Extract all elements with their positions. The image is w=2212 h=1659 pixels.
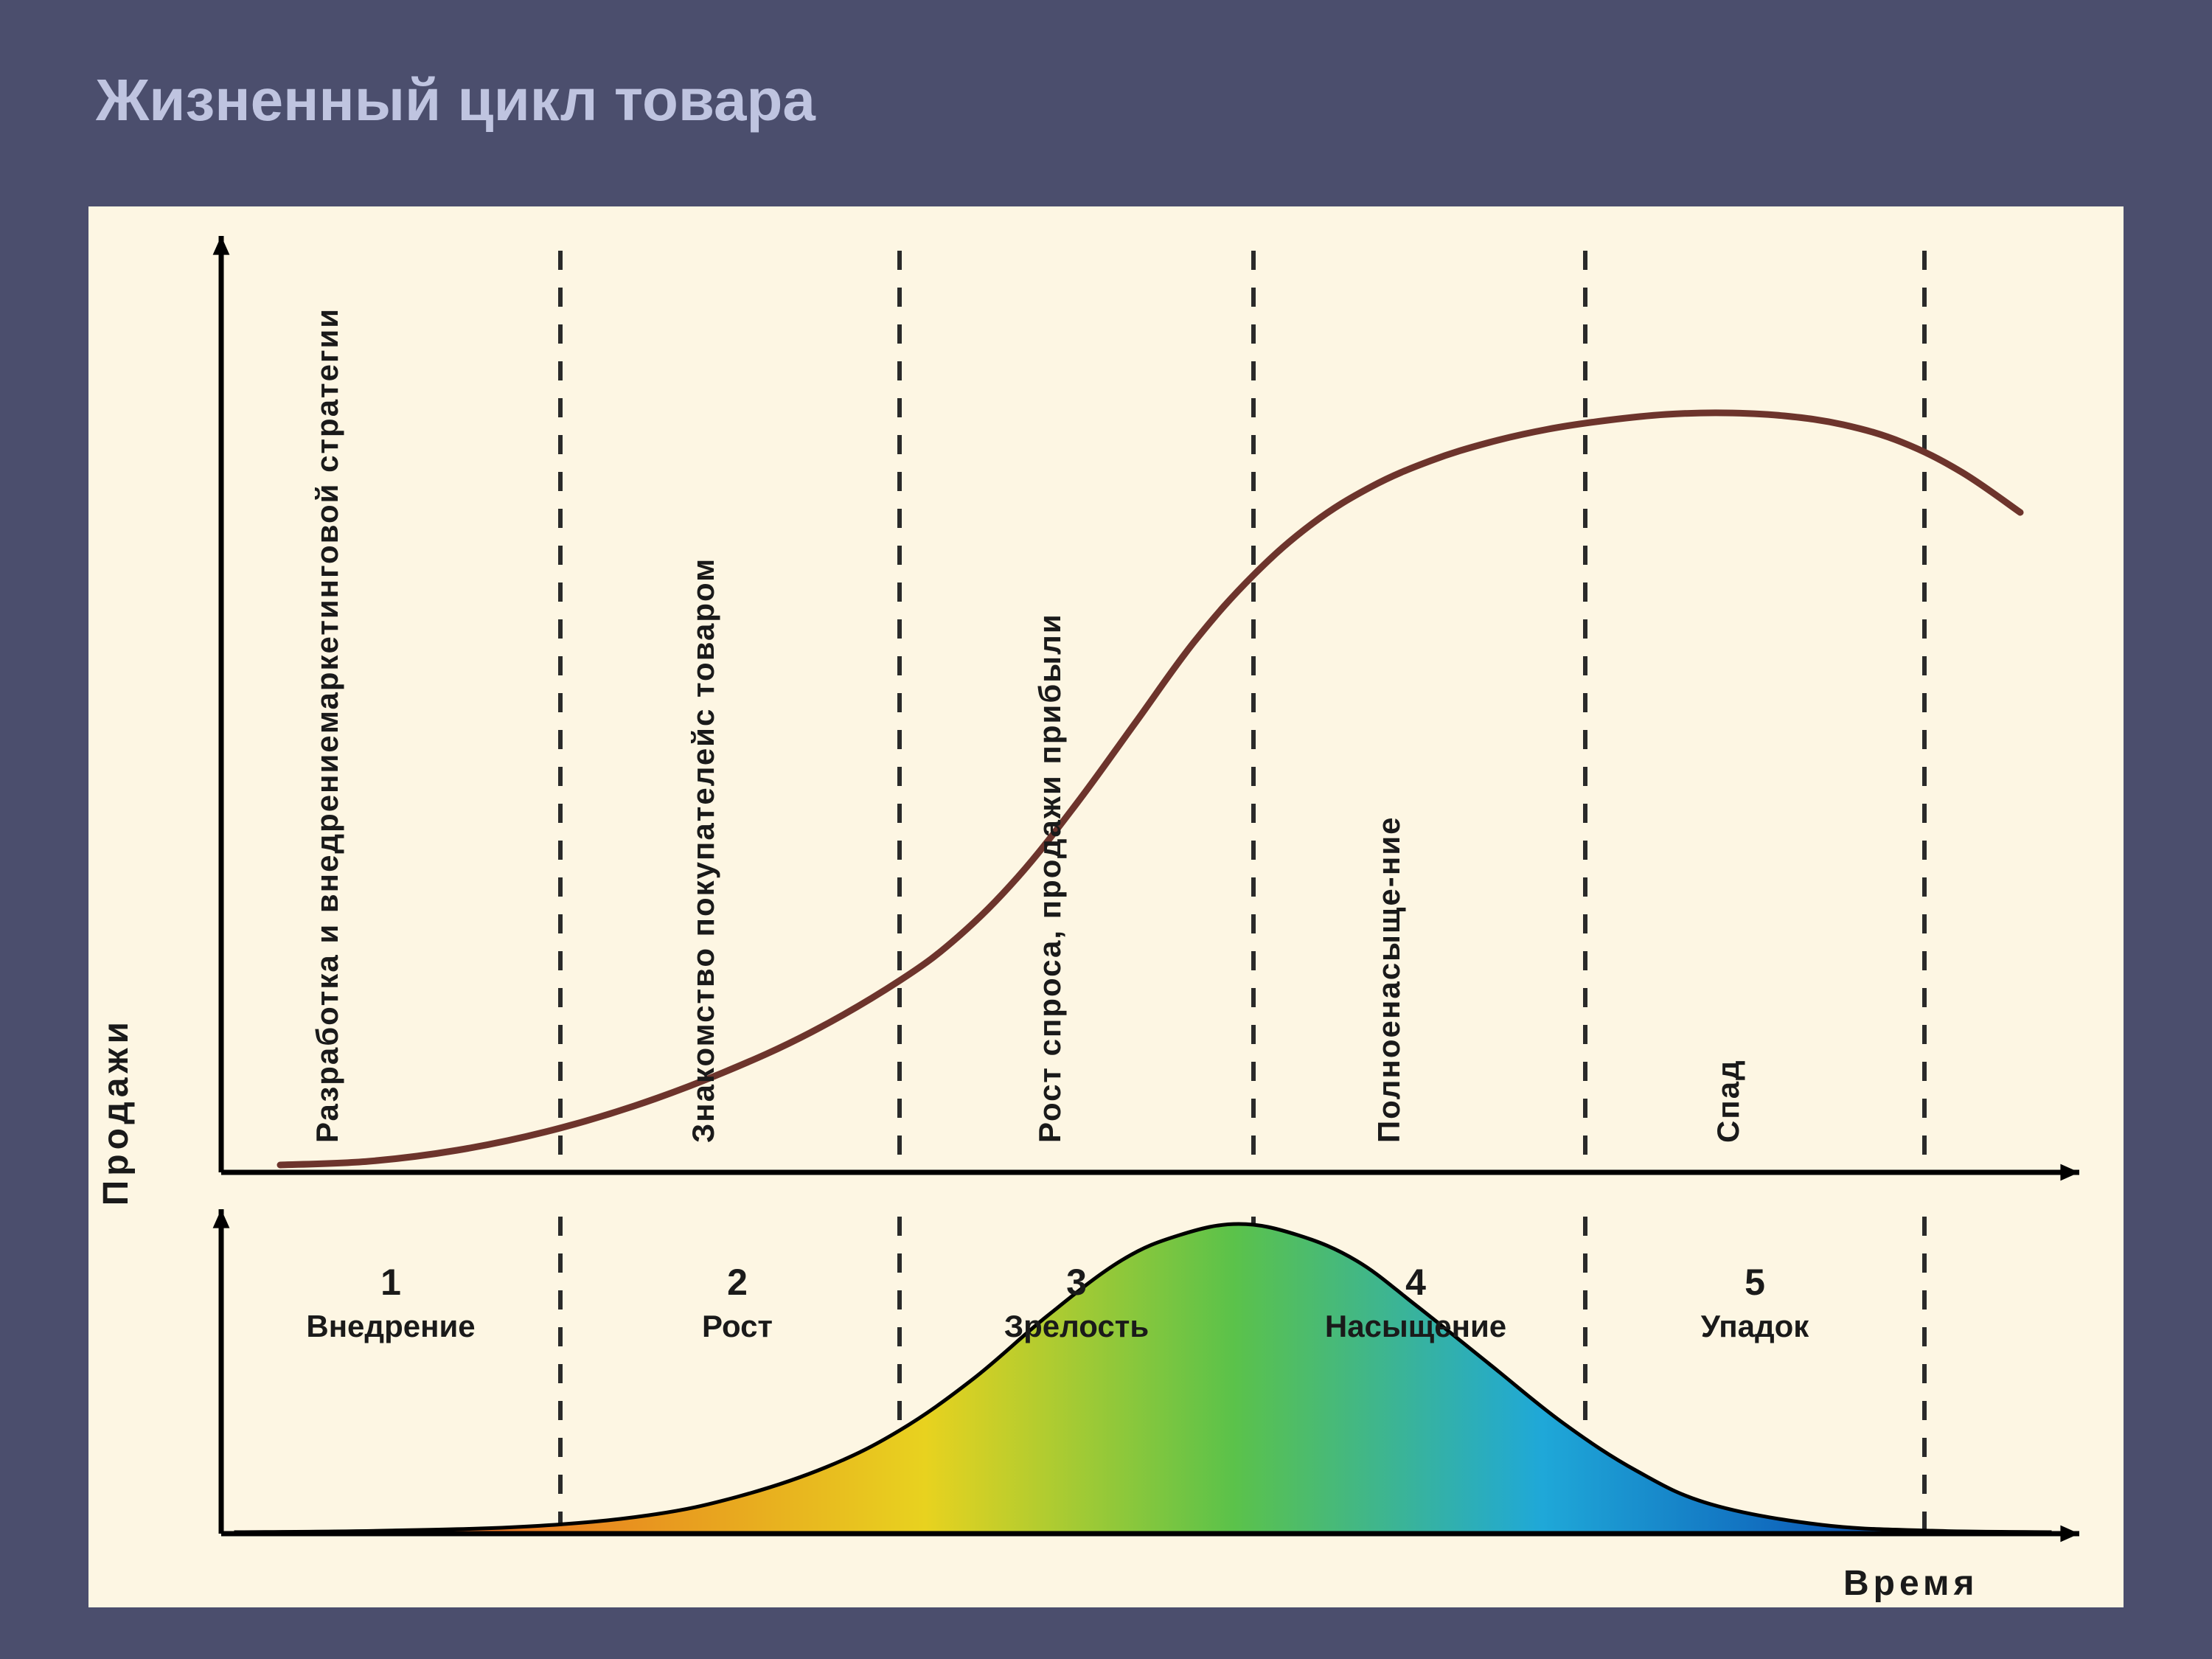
slide-root: Жизненный цикл товара Продажи Время Разр… <box>0 0 2212 1659</box>
phase-desc-2: Знакомство покупателейс товаром <box>686 280 721 1143</box>
y-axis-label: Продажи <box>96 1018 136 1206</box>
stage-name-2: Рост <box>575 1309 900 1344</box>
slide-title: Жизненный цикл товара <box>96 66 815 134</box>
stage-number-4: 4 <box>1327 1261 1504 1304</box>
phase-desc-4: Полноенасыще-ние <box>1371 280 1407 1143</box>
stage-number-2: 2 <box>649 1261 826 1304</box>
x-axis-label: Время <box>1843 1563 1979 1604</box>
phase-desc-5: Спад <box>1711 280 1746 1143</box>
phase-desc-3: Рост спроса, продажи прибыли <box>1032 280 1068 1143</box>
stage-number-1: 1 <box>302 1261 479 1304</box>
stage-name-1: Внедрение <box>229 1309 553 1344</box>
chart-container: Продажи Время Разработка и внедрениемарк… <box>88 206 2124 1607</box>
stage-name-3: Зрелость <box>914 1309 1239 1344</box>
stage-name-5: Упадок <box>1593 1309 1917 1344</box>
stage-name-4: Насыщение <box>1253 1309 1578 1344</box>
lifecycle-chart-svg <box>88 206 2124 1607</box>
phase-desc-1: Разработка и внедрениемаркетинговой стра… <box>310 280 345 1143</box>
stage-number-5: 5 <box>1666 1261 1843 1304</box>
stage-number-3: 3 <box>988 1261 1165 1304</box>
